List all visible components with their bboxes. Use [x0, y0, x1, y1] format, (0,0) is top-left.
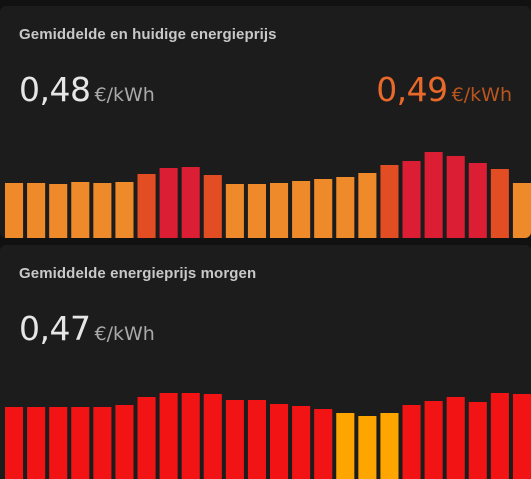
- price-bar[interactable]: [5, 183, 24, 238]
- current-price-value: 0,49: [376, 70, 448, 109]
- price-bar[interactable]: [358, 173, 377, 238]
- price-bar[interactable]: [402, 161, 421, 238]
- today-price-card[interactable]: Gemiddelde en huidige energieprijs 0,48 €…: [0, 6, 531, 238]
- price-bar[interactable]: [424, 401, 443, 479]
- price-bar[interactable]: [490, 393, 509, 479]
- price-bar[interactable]: [137, 397, 156, 479]
- current-price-unit: €/kWh: [451, 84, 512, 106]
- price-bar[interactable]: [49, 407, 68, 479]
- price-bar[interactable]: [336, 413, 355, 479]
- price-bar[interactable]: [115, 405, 134, 479]
- price-bar[interactable]: [336, 177, 355, 238]
- price-bar[interactable]: [137, 174, 156, 238]
- price-bar[interactable]: [292, 406, 311, 479]
- price-bar[interactable]: [380, 165, 399, 238]
- price-bar[interactable]: [512, 183, 531, 238]
- price-bar[interactable]: [203, 394, 222, 479]
- price-bar[interactable]: [247, 400, 266, 479]
- tomorrow-price-card[interactable]: Gemiddelde energieprijs morgen 0,47 €/kWh: [0, 245, 531, 479]
- price-bar[interactable]: [512, 394, 531, 479]
- price-bar[interactable]: [27, 183, 46, 238]
- price-bar[interactable]: [314, 179, 333, 238]
- price-bar[interactable]: [115, 182, 134, 238]
- price-bar[interactable]: [270, 404, 289, 479]
- price-bar[interactable]: [181, 393, 200, 479]
- price-bar[interactable]: [93, 407, 112, 479]
- tomorrow-price-bar-chart: [5, 393, 531, 479]
- price-bar[interactable]: [181, 167, 200, 238]
- average-price-value: 0,47: [19, 309, 91, 348]
- today-price-bar-chart: [5, 152, 531, 238]
- price-bar[interactable]: [71, 182, 90, 238]
- card-title: Gemiddelde en huidige energieprijs: [19, 26, 277, 43]
- price-bar[interactable]: [380, 413, 399, 479]
- price-bar[interactable]: [270, 183, 289, 238]
- price-bar[interactable]: [446, 397, 465, 479]
- card-title: Gemiddelde energieprijs morgen: [19, 265, 257, 282]
- price-bar[interactable]: [225, 184, 244, 238]
- price-bar[interactable]: [446, 156, 465, 238]
- price-bar[interactable]: [71, 407, 90, 479]
- price-bar[interactable]: [314, 409, 333, 479]
- price-bar[interactable]: [93, 183, 112, 238]
- price-bar[interactable]: [5, 407, 24, 479]
- price-bar[interactable]: [424, 152, 443, 238]
- price-bar[interactable]: [203, 175, 222, 238]
- price-bar[interactable]: [468, 402, 487, 479]
- price-bar[interactable]: [358, 416, 377, 479]
- price-bar[interactable]: [49, 184, 68, 238]
- price-bar[interactable]: [225, 400, 244, 479]
- price-bar[interactable]: [247, 184, 266, 238]
- current-price: 0,49 €/kWh: [376, 70, 512, 109]
- price-bar[interactable]: [159, 393, 178, 479]
- average-price-value: 0,48: [19, 70, 91, 109]
- price-bar[interactable]: [159, 168, 178, 238]
- price-bar[interactable]: [27, 407, 46, 479]
- price-bar[interactable]: [490, 169, 509, 238]
- price-bar[interactable]: [468, 163, 487, 238]
- average-price-unit: €/kWh: [94, 323, 155, 345]
- price-bar[interactable]: [292, 181, 311, 238]
- average-price-unit: €/kWh: [94, 84, 155, 106]
- average-price: 0,48 €/kWh: [19, 70, 155, 109]
- price-bar[interactable]: [402, 405, 421, 479]
- average-price: 0,47 €/kWh: [19, 309, 155, 348]
